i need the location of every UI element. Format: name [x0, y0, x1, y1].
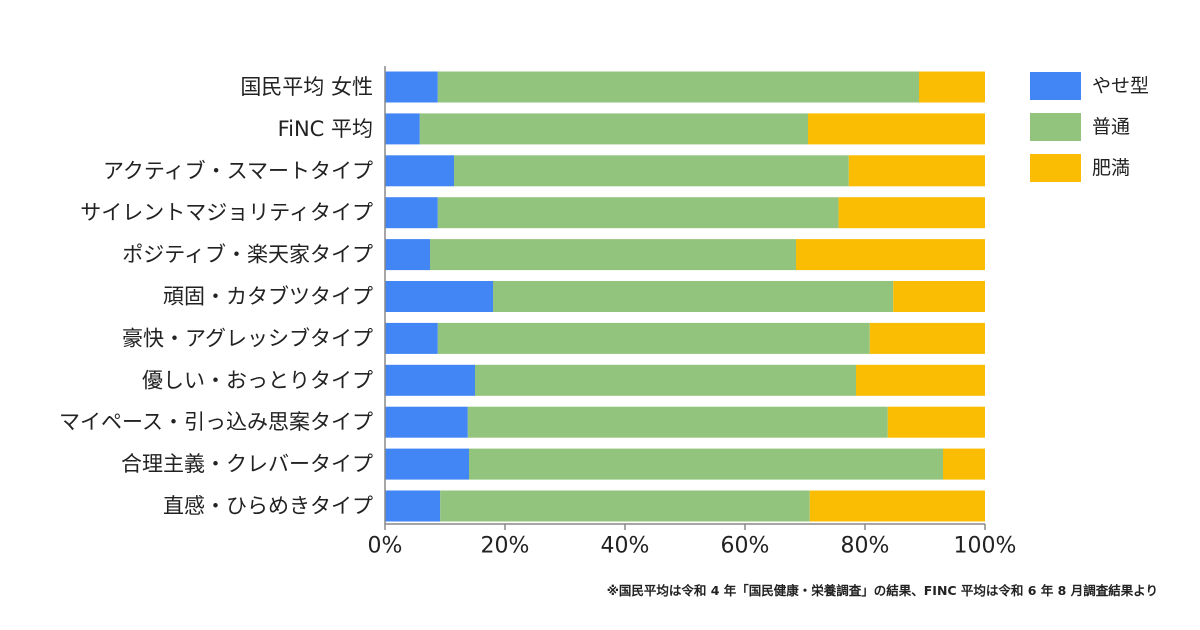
bar-segment-thin: [385, 281, 493, 312]
category-label: FiNC 平均: [278, 117, 373, 141]
bar-segment-thin: [385, 322, 438, 354]
bar-segment-thin: [385, 71, 438, 103]
legend-label: 普通: [1092, 116, 1130, 138]
bar-segment-obese: [848, 155, 985, 187]
x-tick-label: 60%: [721, 534, 770, 559]
bar-segment-obese: [869, 322, 985, 354]
legend-label: 肥満: [1092, 157, 1130, 179]
bar-segment-normal: [467, 406, 888, 438]
legend-swatch: [1030, 154, 1081, 182]
category-label: マイペース・引っ込み思案タイプ: [59, 410, 373, 434]
bar-segment-obese: [919, 71, 985, 103]
category-label: サイレントマジョリティタイプ: [80, 201, 373, 225]
bar-segment-obese: [893, 281, 985, 312]
category-labels: 国民平均 女性 FiNC 平均アクティブ・スマートタイプサイレントマジョリティタイ…: [59, 75, 373, 518]
bar-segment-normal: [440, 490, 810, 522]
x-tick-label: 0%: [368, 534, 403, 559]
x-tick-label: 20%: [481, 534, 530, 559]
bar-segment-obese: [796, 239, 985, 271]
legend-swatch: [1030, 72, 1081, 100]
footnote: ※国民平均は令和 4 年「国民健康・栄養調査」の結果、FINC 平均は令和 6 …: [606, 583, 1158, 598]
bar-segment-normal: [437, 71, 919, 103]
bar-segment-normal: [493, 281, 894, 312]
bar-segment-normal: [475, 364, 856, 396]
bar-segment-thin: [385, 490, 441, 522]
bar-segment-thin: [385, 364, 475, 396]
legend-swatch: [1030, 113, 1081, 141]
bar-segment-thin: [385, 113, 420, 145]
bar-segment-normal: [437, 322, 870, 354]
category-label: 国民平均 女性: [240, 75, 373, 99]
bar-segment-normal: [430, 239, 796, 271]
category-label: 直感・ひらめきタイプ: [163, 494, 373, 518]
x-tick-label: 100%: [954, 534, 1017, 559]
bar-segment-obese: [838, 197, 985, 229]
bar-segment-normal: [437, 197, 839, 229]
bar-segment-obese: [809, 490, 985, 522]
bar-segment-normal: [469, 448, 943, 480]
category-label: 合理主義・クレバータイプ: [121, 452, 373, 476]
category-label: アクティブ・スマートタイプ: [103, 159, 373, 183]
category-label: 優しい・おっとりタイプ: [142, 368, 373, 392]
category-label: 頑固・カタブツタイプ: [163, 285, 373, 309]
legend-label: やせ型: [1092, 75, 1149, 97]
bars-group: [385, 71, 985, 522]
bar-segment-obese: [887, 406, 985, 438]
category-label: ポジティブ・楽天家タイプ: [122, 243, 373, 267]
bar-segment-thin: [385, 155, 454, 187]
bar-segment-normal: [419, 113, 808, 145]
bar-segment-thin: [385, 448, 469, 480]
bar-segment-thin: [385, 239, 430, 271]
bar-segment-obese: [808, 113, 985, 145]
bar-segment-thin: [385, 406, 468, 438]
bar-segment-obese: [856, 364, 985, 396]
bar-segment-obese: [943, 448, 985, 480]
x-tick-label: 40%: [601, 534, 650, 559]
x-axis-ticks: 0% 20% 40% 60% 80% 100%: [368, 524, 1017, 559]
bar-segment-normal: [454, 155, 849, 187]
category-label: 豪快・アグレッシブタイプ: [122, 326, 373, 350]
bar-segment-thin: [385, 197, 438, 229]
x-tick-label: 80%: [841, 534, 890, 559]
